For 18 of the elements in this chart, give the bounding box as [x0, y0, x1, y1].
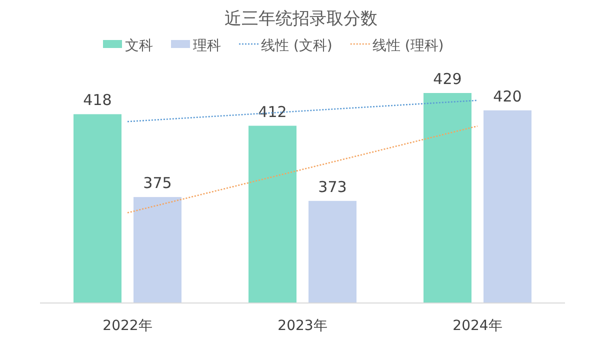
data-label: 429	[433, 70, 462, 88]
legend: 理科	[171, 38, 221, 54]
legend: 线性 (理科)	[350, 38, 444, 54]
data-label: 418	[83, 91, 112, 110]
x-tick-label: 2023年	[278, 318, 328, 334]
data-label: 420	[493, 87, 522, 106]
legend-label: 文科	[125, 38, 153, 54]
legend: 文科	[103, 38, 153, 54]
legend-label: 线性 (文科)	[261, 38, 332, 54]
x-tick-label: 2022年	[102, 318, 152, 334]
legend-label: 线性 (理科)	[372, 38, 444, 54]
chart-title: 近三年统招录取分数	[224, 9, 378, 29]
legend: 线性 (文科)	[239, 38, 332, 54]
data-label: 412	[258, 102, 287, 121]
data-label: 375	[143, 174, 172, 192]
data-label: 373	[318, 178, 347, 196]
x-tick-label: 2024年	[452, 318, 502, 334]
legend-label: 理科	[193, 38, 221, 54]
